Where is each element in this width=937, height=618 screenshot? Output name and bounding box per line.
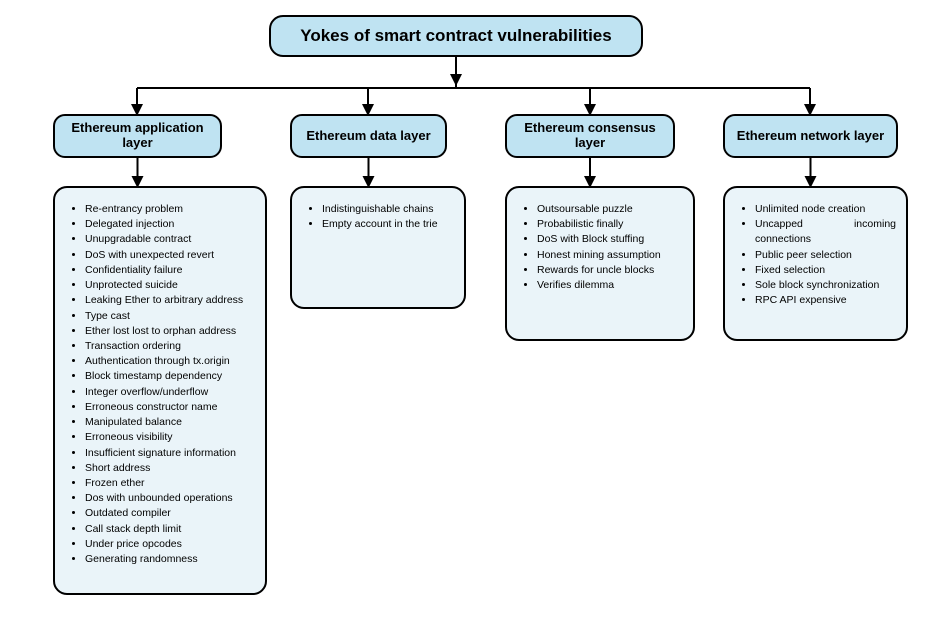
category-title: Ethereum data layer [306, 129, 430, 144]
list-item: Public peer selection [755, 248, 896, 263]
list-item: Re-entrancy problem [85, 202, 255, 217]
items-list: Unlimited node creationUncapped incoming… [743, 202, 896, 309]
list-item: Block timestamp dependency [85, 369, 255, 384]
list-item: Confidentiality failure [85, 263, 255, 278]
category-title: Ethereum application layer [63, 121, 212, 151]
items-box-network: Unlimited node creationUncapped incoming… [723, 186, 908, 341]
list-item: Erroneous visibility [85, 430, 255, 445]
list-item: Uncapped incoming connections [755, 217, 896, 247]
list-item: Ether lost lost to orphan address [85, 324, 255, 339]
list-item: Transaction ordering [85, 339, 255, 354]
list-item: Authentication through tx.origin [85, 354, 255, 369]
list-item: Outdated compiler [85, 506, 255, 521]
list-item: Call stack depth limit [85, 522, 255, 537]
list-item: Honest mining assumption [537, 248, 683, 263]
items-list: Indistinguishable chainsEmpty account in… [310, 202, 454, 232]
category-header-network: Ethereum network layer [723, 114, 898, 158]
list-item: Outsoursable puzzle [537, 202, 683, 217]
list-item: Insufficient signature information [85, 446, 255, 461]
list-item: Under price opcodes [85, 537, 255, 552]
items-box-data: Indistinguishable chainsEmpty account in… [290, 186, 466, 309]
items-list: Re-entrancy problemDelegated injectionUn… [73, 202, 255, 567]
list-item: Probabilistic finally [537, 217, 683, 232]
list-item: Delegated injection [85, 217, 255, 232]
items-box-app: Re-entrancy problemDelegated injectionUn… [53, 186, 267, 595]
items-box-consensus: Outsoursable puzzleProbabilistic finally… [505, 186, 695, 341]
list-item: DoS with Block stuffing [537, 232, 683, 247]
list-item: Unlimited node creation [755, 202, 896, 217]
list-item: Erroneous constructor name [85, 400, 255, 415]
list-item: Manipulated balance [85, 415, 255, 430]
list-item: Fixed selection [755, 263, 896, 278]
list-item: Integer overflow/underflow [85, 385, 255, 400]
list-item: Sole block synchronization [755, 278, 896, 293]
list-item: Dos with unbounded operations [85, 491, 255, 506]
list-item: Generating randomness [85, 552, 255, 567]
list-item: Short address [85, 461, 255, 476]
items-list: Outsoursable puzzleProbabilistic finally… [525, 202, 683, 293]
list-item: Frozen ether [85, 476, 255, 491]
root-node: Yokes of smart contract vulnerabilities [269, 15, 643, 57]
category-header-app: Ethereum application layer [53, 114, 222, 158]
list-item: Verifies dilemma [537, 278, 683, 293]
category-title: Ethereum consensus layer [515, 121, 665, 151]
category-header-consensus: Ethereum consensus layer [505, 114, 675, 158]
list-item: DoS with unexpected revert [85, 248, 255, 263]
list-item: Leaking Ether to arbitrary address [85, 293, 255, 308]
list-item: Unupgradable contract [85, 232, 255, 247]
list-item: Indistinguishable chains [322, 202, 454, 217]
category-header-data: Ethereum data layer [290, 114, 447, 158]
category-title: Ethereum network layer [737, 129, 884, 144]
list-item: RPC API expensive [755, 293, 896, 308]
root-label: Yokes of smart contract vulnerabilities [300, 26, 611, 46]
list-item: Type cast [85, 309, 255, 324]
list-item: Empty account in the trie [322, 217, 454, 232]
list-item: Unprotected suicide [85, 278, 255, 293]
list-item: Rewards for uncle blocks [537, 263, 683, 278]
